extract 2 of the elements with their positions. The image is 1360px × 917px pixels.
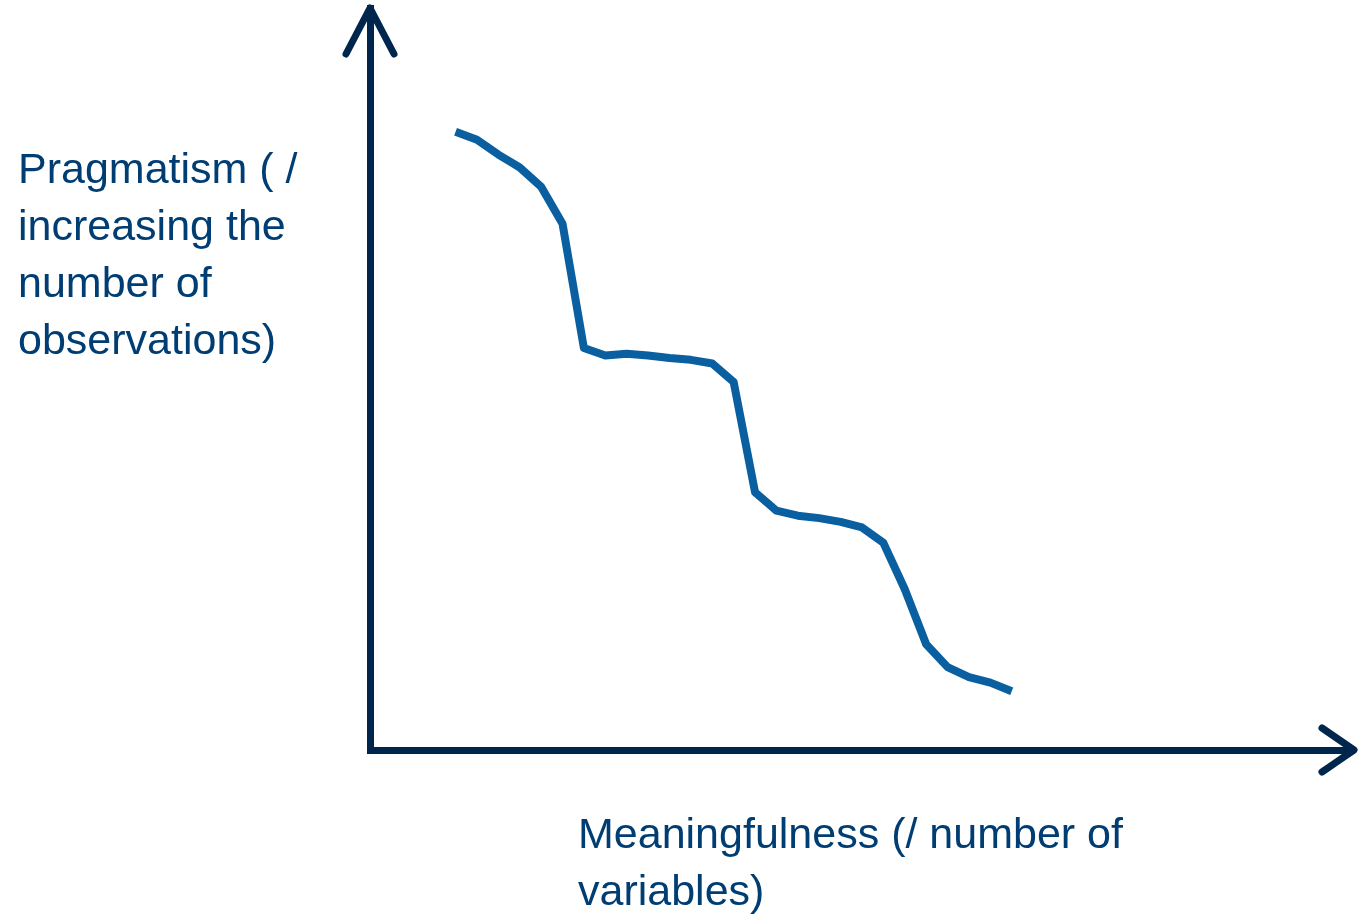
x-axis-title: Meaningfulness (/ number of variables) xyxy=(578,808,1124,916)
y-axis-title: Pragmatism ( / increasing the number of observations) xyxy=(18,143,298,365)
